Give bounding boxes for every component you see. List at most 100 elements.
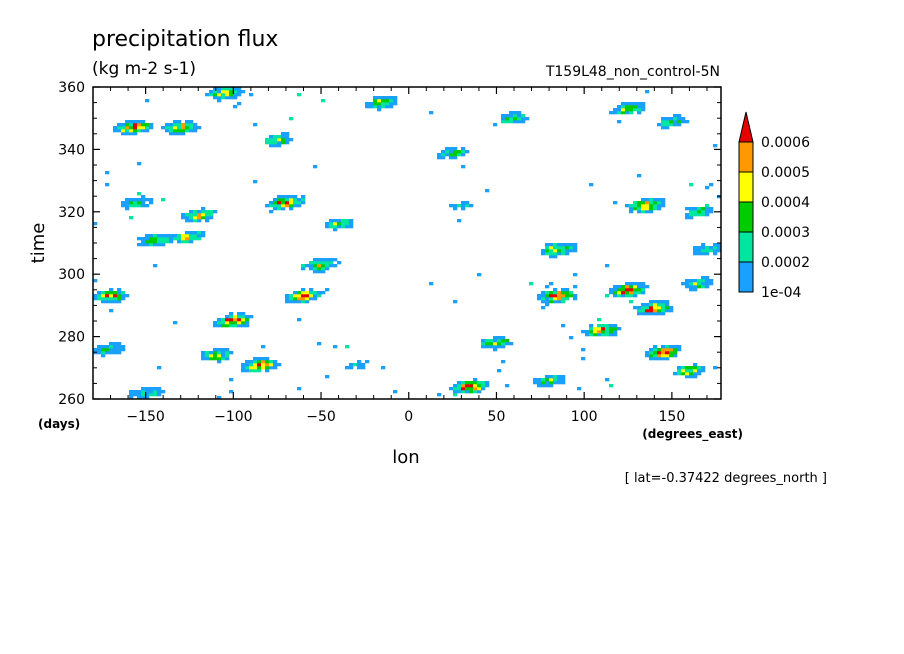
heatmap-cell: [237, 312, 242, 316]
heatmap-cell: [641, 309, 646, 313]
heatmap-cell: [589, 327, 594, 331]
heatmap-cell: [285, 138, 290, 142]
heatmap-cell: [273, 207, 278, 211]
heatmap-cell: [161, 243, 166, 247]
heatmap-cell: [469, 387, 474, 391]
heatmap-cell: [657, 207, 662, 211]
heatmap-cell: [265, 369, 270, 373]
heatmap-cell: [217, 321, 222, 325]
heatmap-cell: [105, 300, 110, 304]
heatmap-cell: [277, 141, 282, 145]
heatmap-cell: [165, 237, 170, 241]
heatmap-cell: [385, 102, 390, 106]
heatmap-cell: [617, 108, 622, 112]
heatmap-cell: [285, 195, 290, 199]
heatmap-cell: [501, 360, 506, 364]
heatmap-cell: [653, 303, 658, 307]
heatmap-cell: [629, 102, 634, 106]
heatmap-cell: [221, 324, 226, 328]
heatmap-cell: [105, 345, 110, 349]
heatmap-cell: [637, 285, 642, 289]
heatmap-cell: [597, 327, 602, 331]
heatmap-cell: [649, 306, 654, 310]
heatmap-cell: [641, 306, 646, 310]
colorbar-label: 0.0002: [761, 255, 810, 271]
heatmap-cell: [129, 129, 134, 133]
heatmap-cell: [497, 345, 502, 349]
heatmap-cell: [673, 120, 678, 124]
heatmap-cell: [601, 327, 606, 331]
heatmap-cell: [609, 288, 614, 292]
heatmap-cells: [93, 87, 722, 400]
heatmap-cell: [469, 204, 474, 208]
heatmap-cell: [621, 291, 626, 295]
heatmap-cell: [673, 354, 678, 358]
heatmap-cell: [669, 354, 674, 358]
heatmap-cell: [509, 342, 514, 346]
heatmap-cell: [657, 198, 662, 202]
heatmap-cell: [137, 390, 142, 394]
heatmap-cell: [629, 207, 634, 211]
heatmap-cell: [229, 318, 234, 322]
heatmap-cell: [373, 99, 378, 103]
heatmap-cell: [269, 363, 274, 367]
heatmap-cell: [665, 306, 670, 310]
x-tick-label: 50: [488, 409, 506, 425]
heatmap-cell: [137, 204, 142, 208]
heatmap-cell: [193, 237, 198, 241]
heatmap-cell: [253, 366, 258, 370]
heatmap-cell: [197, 210, 202, 214]
heatmap-cell: [565, 246, 570, 250]
heatmap-cell: [269, 201, 274, 205]
heatmap-cell: [629, 111, 634, 115]
heatmap-cell: [541, 300, 546, 304]
heatmap-cell: [545, 246, 550, 250]
heatmap-cell: [657, 306, 662, 310]
heatmap-cell: [453, 153, 458, 157]
heatmap-cell: [169, 240, 174, 244]
heatmap-cell: [149, 237, 154, 241]
heatmap-cell: [257, 363, 262, 367]
heatmap-cell: [657, 123, 662, 127]
heatmap-cell: [553, 294, 558, 298]
heatmap-cell: [713, 246, 718, 250]
heatmap-cell: [345, 345, 350, 349]
heatmap-cell: [437, 393, 442, 397]
heatmap-cell: [637, 102, 642, 106]
heatmap-cell: [117, 123, 122, 127]
heatmap-cell: [281, 141, 286, 145]
heatmap-cell: [149, 387, 154, 391]
heatmap-cell: [553, 297, 558, 301]
heatmap-cell: [213, 321, 218, 325]
heatmap-cell: [189, 120, 194, 124]
heatmap-cell: [221, 96, 226, 100]
heatmap-cell: [669, 123, 674, 127]
heatmap-cell: [713, 243, 718, 247]
heatmap-cell: [665, 309, 670, 313]
heatmap-cell: [241, 312, 246, 316]
heatmap-cell: [313, 267, 318, 271]
heatmap-cell: [209, 93, 214, 97]
heatmap-cell: [497, 369, 502, 373]
heatmap-cell: [525, 117, 530, 121]
heatmap-cell: [477, 381, 482, 385]
heatmap-cell: [233, 315, 238, 319]
heatmap-cell: [277, 201, 282, 205]
heatmap-cell: [665, 345, 670, 349]
heatmap-cell: [649, 210, 654, 214]
heatmap-cell: [225, 87, 230, 91]
heatmap-cell: [457, 381, 462, 385]
heatmap-cell: [285, 135, 290, 139]
heatmap-cell: [285, 300, 290, 304]
heatmap-cell: [317, 261, 322, 265]
heatmap-cell: [133, 132, 138, 136]
heatmap-cell: [345, 225, 350, 229]
heatmap-cell: [685, 372, 690, 376]
x-axis-units: (degrees_east): [642, 427, 743, 442]
heatmap-cell: [693, 366, 698, 370]
heatmap-cell: [641, 282, 646, 286]
heatmap-cell: [701, 207, 706, 211]
heatmap-cell: [149, 243, 154, 247]
heatmap-cell: [693, 369, 698, 373]
heatmap-cell: [121, 297, 126, 301]
